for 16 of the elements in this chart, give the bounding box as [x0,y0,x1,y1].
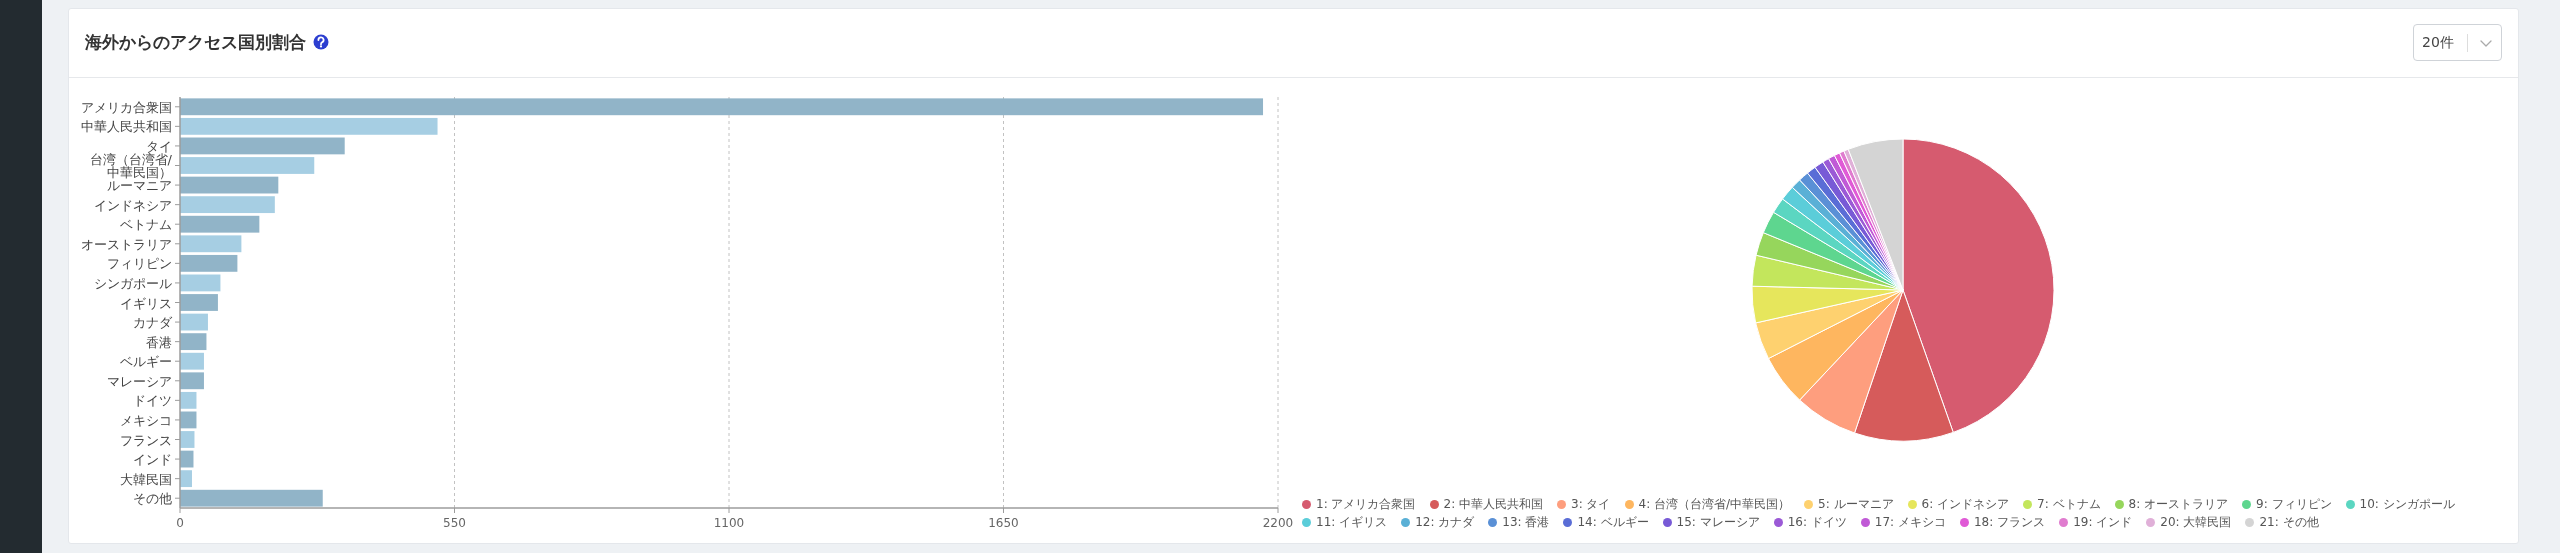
legend-label: 7: ベトナム [2037,497,2101,512]
legend-label: 16: ドイツ [1787,515,1847,530]
dropdown: 20件 [2413,24,2502,61]
legend-label: 5: ルーマニア [1818,497,1894,512]
title: 海外からのアクセス国別割合 [85,32,306,52]
legend-label: 3: タイ [1571,497,1611,512]
legend-label: 9: フィリピン [2256,497,2332,512]
legend-label: 17: メキシコ [1874,515,1946,530]
legend-label: 18: フランス [1973,515,2046,530]
legend-label: 19: インド [2073,515,2133,530]
legend-label: 14: ベルギー [1577,515,1649,530]
legend-label: 13: 香港 [1502,515,1550,530]
legend-label: 20: 大韓民国 [2160,515,2232,530]
legend-label: 12: カナダ [1415,515,1475,530]
legend-label: 21: その他 [2259,515,2319,530]
legend-label: 11: イギリス [1316,515,1388,530]
